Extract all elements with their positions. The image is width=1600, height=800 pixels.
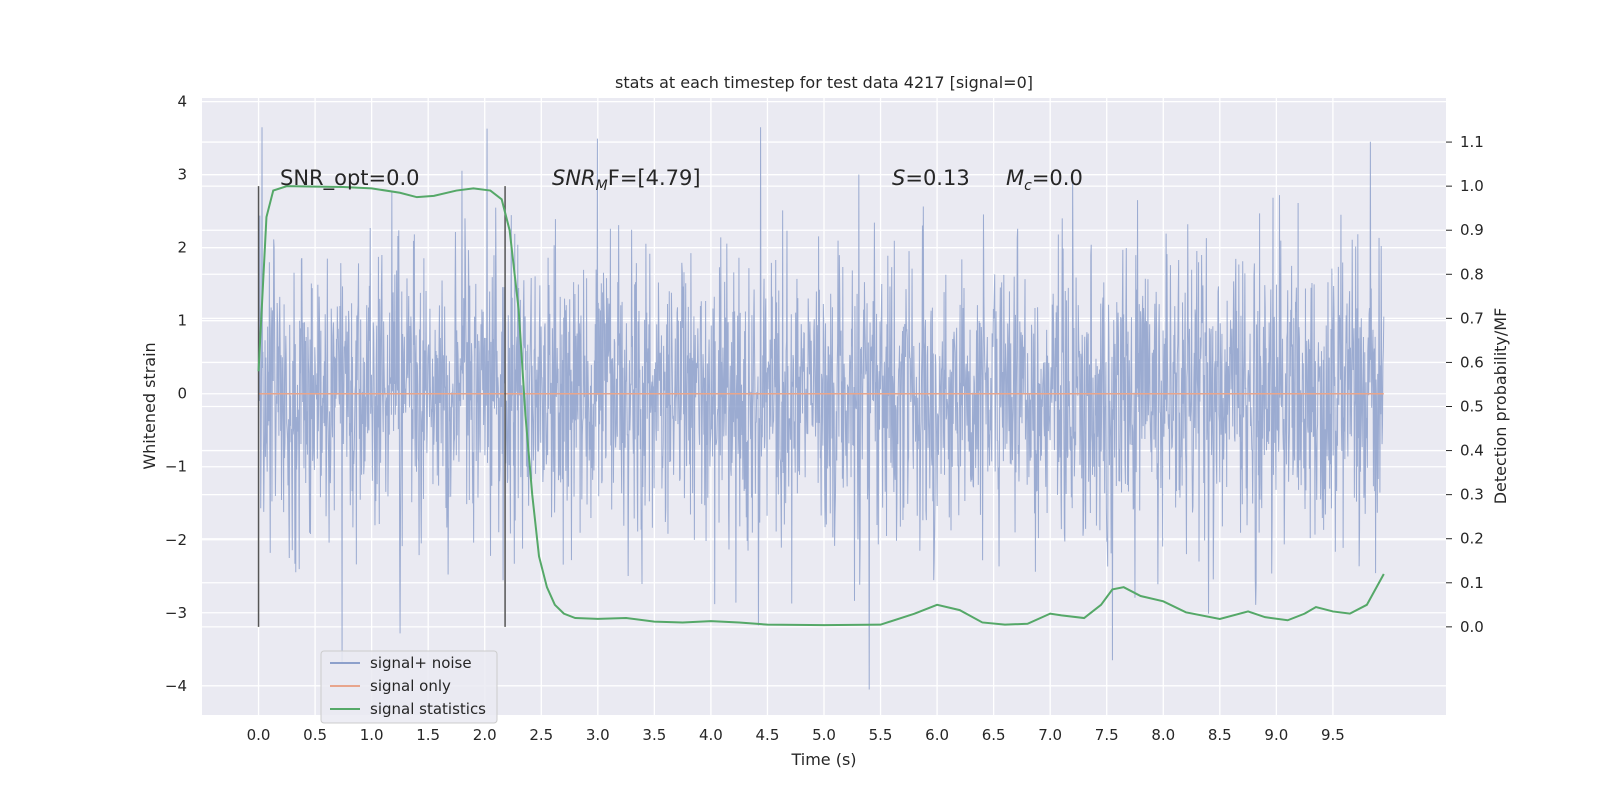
s-value: =0.13 [905,166,969,190]
mc-annotation: Mc=0.0 [1006,166,1083,194]
right-y-tick-9: 0.2 [1460,530,1484,548]
y-tick-5: −1 [165,458,187,476]
right-y-tick-6: 0.5 [1460,398,1484,416]
x-tick-12: 6.0 [925,726,949,744]
grid [202,98,1446,715]
right-y-tick-labels: 1.1 1.0 0.9 0.8 0.7 0.6 0.5 0.4 0.3 0.2 0.1 0.0 [1446,133,1484,636]
x-tick-0: 0.0 [247,726,271,744]
snr-mf-annotation: SNRMF=[4.79] [552,166,701,194]
s-symbol: S [892,166,905,190]
x-tick-9: 4.5 [756,726,780,744]
x-tick-3: 1.5 [416,726,440,744]
right-y-tick-3: 0.8 [1460,265,1484,283]
signal-noise-trace [258,127,1385,690]
x-tick-5: 2.5 [529,726,553,744]
x-tick-10: 5.0 [812,726,836,744]
y-tick-0: 4 [177,93,187,111]
snr-mf-value: F=[4.79] [608,166,701,190]
legend-label-statistics: signal statistics [370,700,486,718]
right-y-tick-1: 1.0 [1460,177,1484,195]
mc-symbol: M [1006,166,1024,190]
right-y-tick-8: 0.3 [1460,486,1484,504]
right-y-tick-2: 0.9 [1460,221,1484,239]
chart-title: stats at each timestep for test data 421… [615,73,1033,92]
x-tick-1: 0.5 [303,726,327,744]
right-y-axis-label: Detection probability/MF [1491,308,1510,505]
x-tick-13: 6.5 [982,726,1006,744]
y-tick-4: 0 [177,385,187,403]
signal-noise-series [258,127,1385,690]
y-tick-2: 2 [177,239,187,257]
legend: signal+ noise signal only signal statist… [320,650,498,724]
x-tick-19: 9.5 [1321,726,1345,744]
legend-box [320,650,498,724]
x-tick-17: 8.5 [1208,726,1232,744]
x-tick-7: 3.5 [642,726,666,744]
x-tick-2: 1.0 [360,726,384,744]
right-y-tick-10: 0.1 [1460,574,1484,592]
snr-mf-symbol: SNR [552,166,596,190]
snr-mf-subscript: M [596,178,608,194]
snr-opt-annotation: SNR_opt=0.0 [280,166,420,191]
x-axis-label: Time (s) [790,750,856,769]
x-tick-18: 9.0 [1264,726,1288,744]
legend-label-signal-only: signal only [370,677,451,695]
y-tick-8: −4 [165,677,187,695]
mc-value: =0.0 [1032,166,1083,190]
right-y-tick-5: 0.6 [1460,353,1484,371]
y-tick-3: 1 [177,312,187,330]
y-tick-labels: 4 3 2 1 0 −1 −2 −3 −4 [165,93,187,695]
y-tick-7: −3 [165,604,187,622]
x-tick-4: 2.0 [473,726,497,744]
x-tick-6: 3.0 [586,726,610,744]
y-tick-6: −2 [165,531,187,549]
right-y-tick-4: 0.7 [1460,309,1484,327]
vertical-markers [257,186,506,627]
x-tick-8: 4.0 [699,726,723,744]
s-annotation: S=0.13 [892,166,970,190]
x-tick-14: 7.0 [1038,726,1062,744]
x-tick-15: 7.5 [1095,726,1119,744]
y-axis-label: Whitened strain [140,342,159,469]
x-tick-11: 5.5 [869,726,893,744]
x-tick-16: 8.0 [1151,726,1175,744]
x-tick-labels: 0.0 0.5 1.0 1.5 2.0 2.5 3.0 3.5 4.0 4.5 5.0 5.5 6.0 6… [247,726,1345,744]
mc-subscript: c [1024,178,1032,194]
right-y-tick-7: 0.4 [1460,442,1484,460]
signal-statistics-line [257,185,1385,627]
right-y-tick-0: 1.1 [1460,133,1484,151]
y-tick-1: 3 [177,166,187,184]
right-y-tick-11: 0.0 [1460,618,1484,636]
legend-label-noise: signal+ noise [370,654,472,672]
